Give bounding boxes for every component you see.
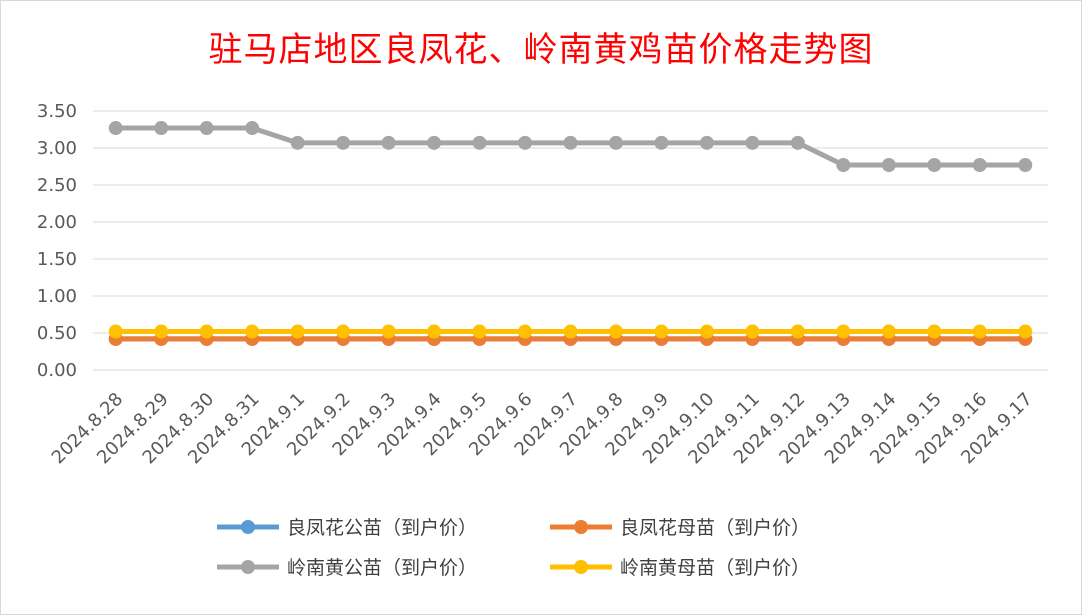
legend-item: 岭南黄母苗（到户价）	[550, 557, 810, 579]
data-point	[472, 324, 487, 339]
data-point	[972, 158, 987, 173]
data-point	[699, 135, 714, 150]
data-point	[336, 324, 351, 339]
data-point	[199, 324, 214, 339]
data-point	[790, 324, 805, 339]
data-point	[972, 324, 987, 339]
data-point	[608, 324, 623, 339]
y-tick-label: 1.50	[37, 249, 77, 270]
legend-label: 良凤花母苗（到户价）	[620, 517, 810, 539]
legend-item: 良凤花公苗（到户价）	[217, 517, 477, 539]
series-4	[108, 324, 1033, 339]
data-point	[790, 135, 805, 150]
y-tick-label: 0.50	[37, 323, 77, 344]
y-tick-label: 3.50	[37, 101, 77, 122]
legend-swatch-marker	[241, 560, 255, 574]
chart-title: 驻马店地区良凤花、岭南黄鸡苗价格走势图	[208, 30, 874, 70]
legend-item: 良凤花母苗（到户价）	[550, 517, 810, 539]
series-3	[108, 121, 1033, 173]
data-point	[472, 135, 487, 150]
data-point	[336, 135, 351, 150]
data-point	[108, 324, 123, 339]
data-point	[108, 121, 123, 136]
data-point	[518, 324, 533, 339]
legend-item: 岭南黄公苗（到户价）	[217, 557, 477, 579]
data-point	[927, 324, 942, 339]
data-point	[836, 158, 851, 173]
data-point	[745, 324, 760, 339]
data-point	[699, 324, 714, 339]
data-point	[427, 135, 442, 150]
data-point	[245, 324, 260, 339]
legend-label: 岭南黄母苗（到户价）	[620, 557, 810, 579]
data-point	[154, 324, 169, 339]
data-point	[881, 158, 896, 173]
data-point	[1018, 324, 1033, 339]
y-tick-label: 1.00	[37, 286, 77, 307]
y-tick-label: 2.50	[37, 175, 77, 196]
data-point	[427, 324, 442, 339]
data-point	[654, 135, 669, 150]
data-point	[154, 121, 169, 136]
data-point	[881, 324, 896, 339]
legend-label: 岭南黄公苗（到户价）	[287, 557, 477, 579]
data-point	[199, 121, 214, 136]
legend-swatch-marker	[574, 560, 588, 574]
data-point	[654, 324, 669, 339]
data-point	[745, 135, 760, 150]
data-point	[608, 135, 623, 150]
y-tick-label: 2.00	[37, 212, 77, 233]
data-point	[563, 324, 578, 339]
data-point	[381, 135, 396, 150]
data-point	[836, 324, 851, 339]
data-point	[563, 135, 578, 150]
legend-label: 良凤花公苗（到户价）	[287, 517, 477, 539]
data-point	[381, 324, 396, 339]
data-point	[1018, 158, 1033, 173]
data-point	[927, 158, 942, 173]
y-tick-label: 3.00	[37, 138, 77, 159]
data-point	[290, 135, 305, 150]
legend-swatch-marker	[241, 520, 255, 534]
data-point	[245, 121, 260, 136]
data-point	[518, 135, 533, 150]
y-tick-label: 0.00	[37, 360, 77, 381]
data-point	[290, 324, 305, 339]
legend-swatch-marker	[574, 520, 588, 534]
